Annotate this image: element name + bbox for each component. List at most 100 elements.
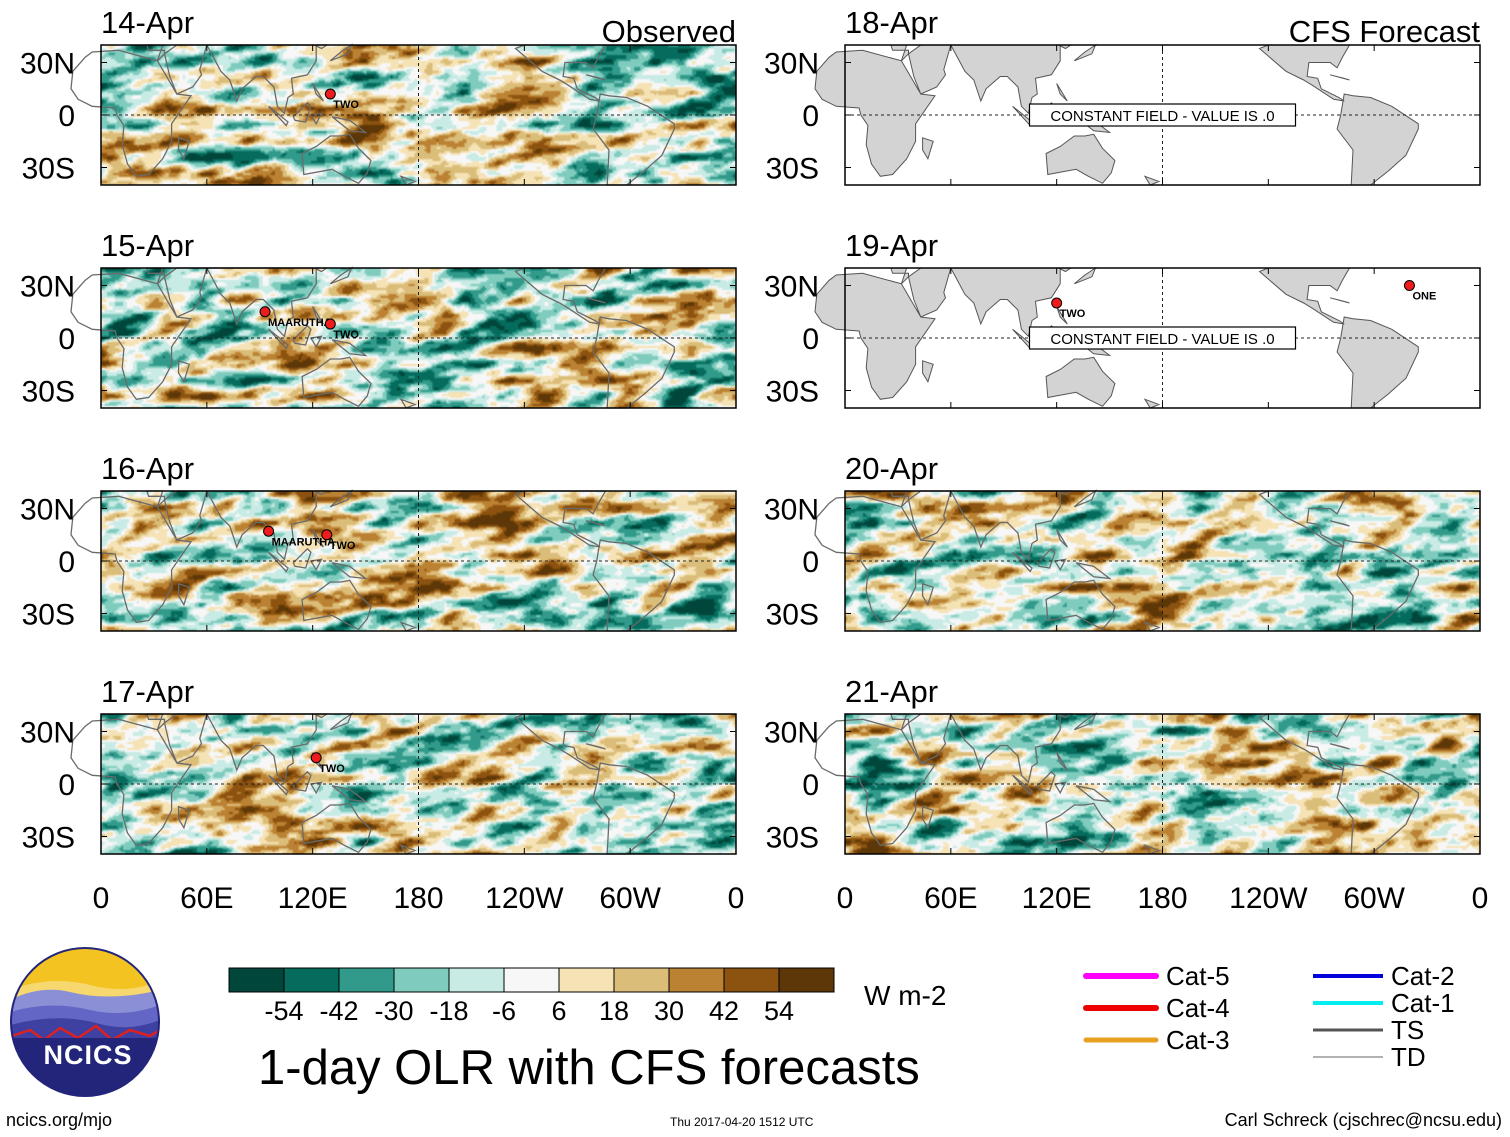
x-tick-label: 0	[1472, 882, 1489, 915]
storm-label: MAARUTHA	[272, 536, 336, 548]
colorbar-swatch	[393, 967, 450, 993]
x-tick-label: 120E	[278, 882, 348, 915]
chart-title: 1-day OLR with CFS forecasts	[258, 1041, 920, 1095]
panel-20-Apr: 30N 0 30S 20-Apr	[764, 451, 1481, 632]
panel-17-Apr: 30N 0 30S 17-Apr TWO	[20, 674, 737, 855]
constant-field-text: CONSTANT FIELD - VALUE IS .0	[1050, 108, 1274, 125]
y-tick-label: 30S	[766, 153, 819, 186]
coastlines	[70, 489, 675, 632]
storm-marker	[321, 529, 333, 541]
storm-label: TWO	[330, 540, 356, 552]
legend-label: Cat-4	[1166, 993, 1230, 1023]
panel-18-Apr: 30N 0 30S 18-Apr CFS Forecast CONSTANT FIELD …	[764, 5, 1481, 186]
y-tick-label: 30S	[22, 153, 75, 186]
panel-date: 18-Apr	[845, 5, 938, 40]
y-tick-label: 30N	[20, 717, 75, 750]
colorbar-label: -18	[429, 996, 468, 1026]
coastlines	[814, 712, 1419, 855]
constant-field-box	[1028, 103, 1297, 127]
panel-date: 15-Apr	[101, 228, 194, 263]
coastlines	[70, 43, 675, 186]
y-tick-label: 0	[802, 323, 819, 356]
panel-21-Apr: 30N 0 30S 21-Apr	[764, 674, 1481, 855]
coastlines	[70, 712, 675, 855]
panel-date: 20-Apr	[845, 451, 938, 486]
legend-label: Cat-3	[1166, 1025, 1230, 1055]
x-tick-label: 180	[1137, 882, 1187, 915]
storm-label: ONE	[1412, 291, 1436, 303]
panel-date: 19-Apr	[845, 228, 938, 263]
legend-label: Cat-2	[1391, 961, 1455, 991]
y-tick-label: 30N	[20, 271, 75, 304]
footer-credit[interactable]: Carl Schreck (cjschrec@ncsu.edu)	[1224, 1110, 1502, 1130]
y-tick-label: 30S	[22, 376, 75, 409]
panel-date: 14-Apr	[101, 5, 194, 40]
legend-label: Cat-1	[1391, 988, 1455, 1018]
panel-grid: 30N 0 30S 14-Apr Observed TWO 30N 0 30S 15-Apr MAA…	[20, 5, 1481, 855]
x-tick-label: 0	[93, 882, 110, 915]
storm-marker	[310, 752, 322, 764]
colorbar-label: 54	[764, 996, 794, 1026]
panel-14-Apr: 30N 0 30S 14-Apr Observed TWO	[20, 5, 737, 186]
legend-label: Cat-5	[1166, 961, 1230, 991]
storm-marker	[324, 318, 336, 330]
constant-field-text: CONSTANT FIELD - VALUE IS .0	[1050, 331, 1274, 348]
panel-date: 17-Apr	[101, 674, 194, 709]
panel-header: Observed	[602, 14, 736, 49]
ncics-logo	[10, 947, 160, 1097]
colorbar-label: 18	[599, 996, 629, 1026]
logo-text: NCICS	[43, 1040, 133, 1070]
coastlines	[70, 266, 675, 409]
colorbar-label: 6	[551, 996, 566, 1026]
colorbar-label: 30	[654, 996, 684, 1026]
x-tick-label: 180	[393, 882, 443, 915]
x-tick-label: 60W	[599, 882, 661, 915]
panel-19-Apr: 30N 0 30S 19-Apr CONSTANT FIELD - VALUE IS .…	[764, 228, 1481, 409]
x-tick-label: 60W	[1343, 882, 1405, 915]
panel-date: 16-Apr	[101, 451, 194, 486]
storm-marker	[259, 306, 271, 318]
storm-marker	[1403, 280, 1415, 291]
footer-url[interactable]: ncics.org/mjo	[6, 1110, 113, 1130]
y-tick-label: 30N	[764, 494, 819, 527]
x-tick-label: 0	[728, 882, 745, 915]
colorbar-swatch	[448, 967, 505, 993]
colorbar-swatch	[668, 967, 725, 993]
y-tick-label: 30S	[22, 599, 75, 632]
y-tick-label: 30N	[764, 271, 819, 304]
x-tick-label: 60E	[924, 882, 977, 915]
colorbar-swatch	[723, 967, 780, 993]
y-tick-label: 30N	[764, 717, 819, 750]
coastlines	[814, 489, 1419, 632]
panel-date: 21-Apr	[845, 674, 938, 709]
y-tick-label: 30N	[20, 48, 75, 81]
x-axis-labels: 0 60E 120E 180 120W 60W 0 0 60E 120E 180 120W 60W 0	[93, 882, 1489, 915]
y-tick-label: 0	[802, 546, 819, 579]
y-tick-label: 30S	[766, 376, 819, 409]
constant-field-box	[1028, 326, 1297, 350]
colorbar-label: -6	[492, 996, 516, 1026]
y-tick-label: 0	[802, 769, 819, 802]
y-tick-label: 30N	[764, 48, 819, 81]
legend-label: TD	[1391, 1042, 1426, 1072]
panel-header: CFS Forecast	[1289, 14, 1481, 49]
y-tick-label: 30S	[766, 822, 819, 855]
storm-label: TWO	[333, 329, 359, 341]
storm-label: TWO	[333, 99, 359, 111]
colorbar-swatch	[338, 967, 395, 993]
colorbar-swatch	[613, 967, 670, 993]
x-tick-label: 120E	[1022, 882, 1092, 915]
colorbar-swatch	[283, 967, 340, 993]
storm-marker	[1051, 297, 1063, 309]
colorbar-swatch	[558, 967, 615, 993]
y-tick-label: 0	[802, 100, 819, 133]
units-label: W m-2	[864, 980, 947, 1011]
colorbar-swatch	[503, 967, 560, 993]
x-tick-label: 60E	[180, 882, 233, 915]
colorbar-label: -42	[319, 996, 358, 1026]
y-tick-label: 0	[58, 323, 75, 356]
storm-marker	[324, 88, 336, 100]
